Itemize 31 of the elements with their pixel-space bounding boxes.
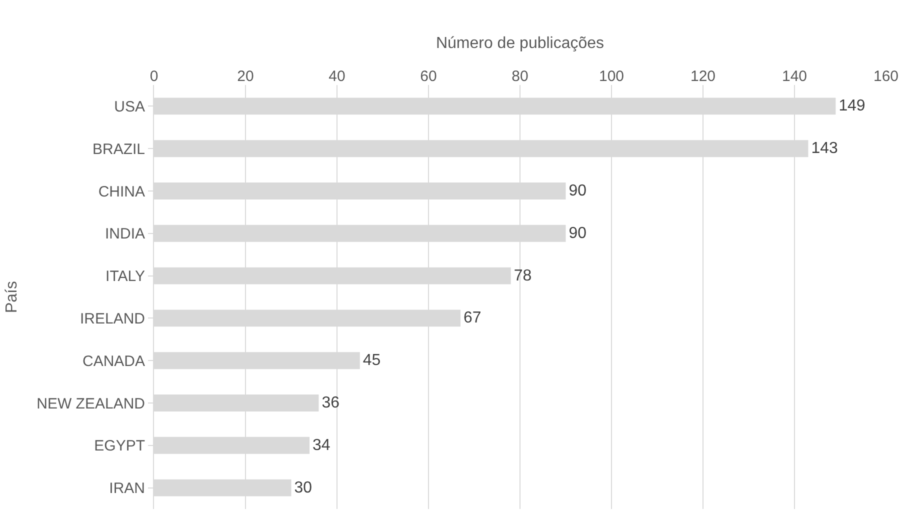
y-tick-label: CANADA (82, 352, 145, 370)
x-tick-label: 160 (873, 68, 899, 85)
x-tick-label: 80 (512, 68, 528, 85)
y-tick-label: IRAN (109, 480, 145, 498)
x-tick-label: 40 (328, 68, 346, 85)
data-label: 78 (514, 267, 532, 284)
y-tick-label: IRELAND (80, 310, 146, 328)
data-label: 30 (294, 479, 312, 496)
data-label: 90 (568, 224, 587, 242)
y-tick-label: EGYPT (94, 438, 145, 455)
data-label: 149 (838, 98, 866, 115)
y-axis-title: País (4, 280, 21, 314)
y-tick-label: NEW ZEALAND (36, 395, 146, 412)
data-label: 67 (464, 310, 482, 327)
data-label: 36 (322, 394, 340, 412)
x-tick-label: 140 (782, 68, 808, 85)
x-tick-label: 100 (598, 68, 624, 85)
x-tick-label: 0 (150, 68, 158, 85)
data-label: 45 (362, 352, 381, 370)
data-label: 90 (568, 182, 587, 200)
y-tick-label: BRAZIL (92, 140, 145, 158)
y-tick-label: INDIA (104, 226, 145, 243)
y-tick-label: CHINA (98, 183, 145, 200)
y-tick-label: USA (114, 98, 145, 116)
data-label: 34 (312, 436, 330, 454)
x-axis-title: Número de publicações (436, 34, 604, 52)
x-tick-label: 20 (237, 68, 254, 85)
data-label: 143 (811, 140, 838, 158)
x-tick-label: 120 (690, 68, 716, 85)
y-tick-label: ITALY (106, 268, 145, 286)
x-tick-label: 60 (420, 68, 437, 85)
